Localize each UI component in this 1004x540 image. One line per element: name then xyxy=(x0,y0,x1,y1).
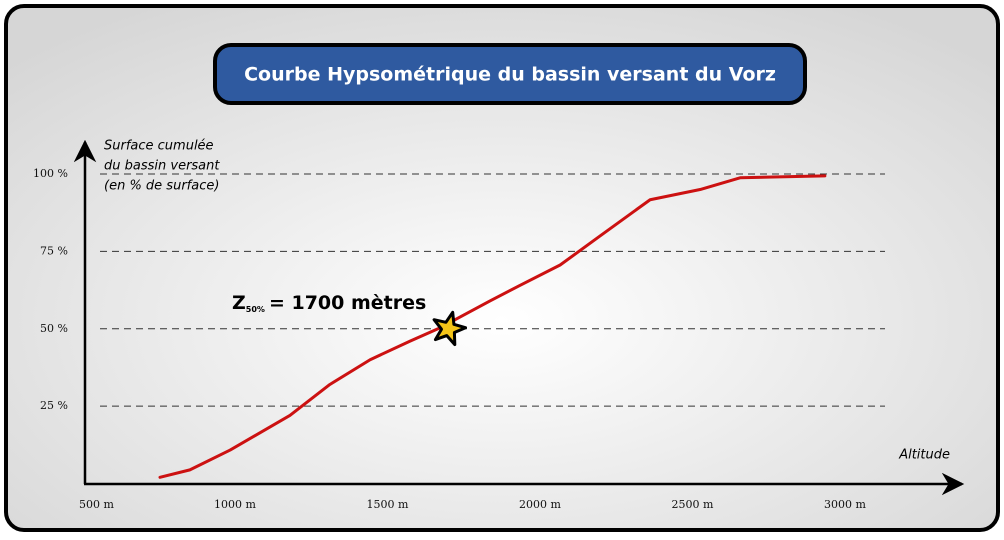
annotation-subscript: 50% xyxy=(246,305,265,314)
title-box xyxy=(213,43,807,105)
x-axis-label: Altitude xyxy=(898,448,950,463)
y-axis-label: (en % de surface) xyxy=(104,179,219,194)
x-tick-label: 2500 m xyxy=(672,498,714,511)
y-tick-label: 25 % xyxy=(40,399,68,412)
annotation: Z50% = 1700 mètres xyxy=(232,292,426,314)
y-tick-label: 50 % xyxy=(40,322,68,335)
line xyxy=(158,174,827,479)
chart-title: Courbe Hypsométrique du bassin versant d… xyxy=(244,64,776,86)
y-axis-label: Surface cumulée xyxy=(104,139,214,154)
x-tick-label: 1500 m xyxy=(367,498,409,511)
y-tick-label: 100 % xyxy=(33,167,68,180)
x-tick-label: 3000 m xyxy=(824,498,866,511)
y-axis-label: du bassin versant xyxy=(104,159,220,174)
x-tick-label: 2000 m xyxy=(519,498,561,511)
annotation-text: = 1700 mètres xyxy=(269,292,426,314)
y-tick-label: 75 % xyxy=(40,244,68,257)
highlight-star xyxy=(432,310,467,347)
frame xyxy=(4,4,1000,532)
x-tick-label: 1000 m xyxy=(214,498,256,511)
annotation-symbol: Z xyxy=(232,292,246,314)
x-tick-label: 500 m xyxy=(79,498,114,511)
